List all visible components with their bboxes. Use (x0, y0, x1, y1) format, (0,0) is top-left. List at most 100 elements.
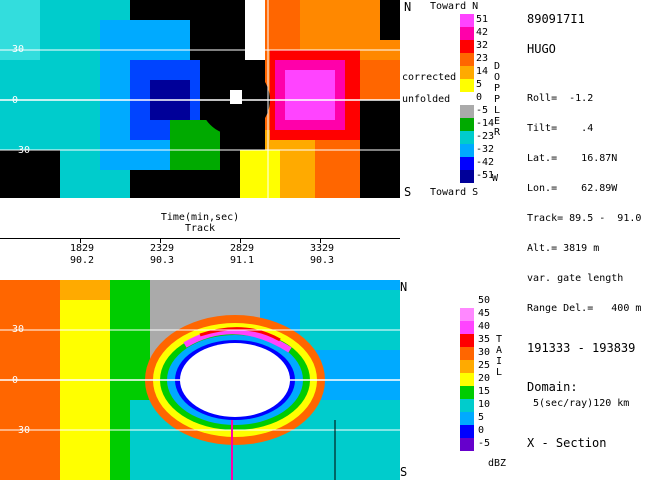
scale-title-letter: A (496, 345, 503, 356)
scale-value: -5 (476, 105, 489, 116)
scale-value: 23 (476, 53, 489, 64)
reflectivity-image (0, 280, 400, 480)
reflectivity-panel: 30 0 -30 (0, 280, 400, 480)
time-range: 191333 - 193839 (527, 341, 636, 355)
scale-swatch (460, 360, 474, 373)
scale-swatch (460, 53, 474, 66)
tick-time-1: 2329 (149, 243, 175, 254)
scale-swatch (460, 347, 474, 360)
corrected-label: corrected (402, 72, 457, 83)
doppler-scale-values: 51 42 32 23 14 5 0 -5 -14 -23 -32 -42 -51 (476, 14, 504, 184)
time-axis-tick-2 (240, 238, 241, 243)
section-label: X - Section (527, 436, 607, 450)
toward-south-label: Toward S (430, 187, 479, 198)
scale-value: 5 (478, 412, 485, 423)
scale-value: 20 (478, 373, 491, 384)
scale-value: 0 (478, 425, 485, 436)
time-axis-title: Time(min,sec) Track (140, 213, 260, 234)
scale-title-letter: E (494, 116, 501, 127)
bottom-north-label: N (400, 280, 408, 294)
scale-swatch (460, 105, 474, 118)
scale-swatch (460, 170, 474, 183)
scale-value: -14 (476, 118, 495, 129)
scale-value: -23 (476, 131, 495, 142)
scale-swatch (460, 386, 474, 399)
doppler-velocity-panel: 30 0 -30 (0, 0, 400, 198)
bottom-range-label-0: 0 (12, 375, 19, 386)
scale-value: -51 (476, 170, 495, 181)
bottom-south-label: S (400, 465, 408, 479)
scale-title-letter: P (494, 83, 501, 94)
time-axis-tick-3 (320, 238, 321, 243)
doppler-velocity-image (0, 0, 400, 198)
tick-time-2: 2829 (229, 243, 255, 254)
track-value: Track= 89.5 - 91.0 (527, 213, 642, 224)
lat-value: Lat.= 16.87N (527, 153, 618, 164)
scale-value: 30 (478, 347, 491, 358)
flight-id: 890917I1 (527, 12, 585, 26)
scale-swatch (460, 334, 474, 347)
scale-swatch (460, 399, 474, 412)
scale-title-letter: I (496, 356, 503, 367)
scale-swatch (460, 118, 474, 131)
scale-value: 32 (476, 40, 489, 51)
scale-swatch (460, 92, 474, 105)
scale-swatch (460, 438, 474, 451)
top-north-label: N (404, 0, 412, 14)
time-tick-label-0: 1829 90.2 (62, 244, 102, 266)
storm-name: HUGO (527, 42, 556, 56)
scale-title-letter: L (496, 367, 503, 378)
scale-value: 42 (476, 27, 489, 38)
unfolded-label: unfolded (402, 94, 451, 105)
time-axis-line (0, 238, 400, 239)
altitude-value: Alt.= 3819 m (527, 243, 600, 254)
scale-swatch (460, 295, 474, 308)
domain-value: 5(sec/ray)120 km (533, 398, 630, 409)
scale-swatch (460, 157, 474, 170)
scale-title-letter: D (494, 61, 501, 72)
scale-value: 14 (476, 66, 489, 77)
scale-swatch (460, 14, 474, 27)
time-tick-label-1: 2329 90.3 (142, 244, 182, 266)
scale-swatch (460, 308, 474, 321)
track-axis-label: Track (184, 223, 216, 234)
gate-length: var. gate length (527, 273, 624, 284)
tick-track-1: 90.3 (149, 255, 175, 266)
tick-track-3: 90.3 (309, 255, 335, 266)
scale-value: 35 (478, 334, 491, 345)
scale-value: 25 (478, 360, 491, 371)
scale-title-letter: P (494, 94, 501, 105)
scale-value: -32 (476, 144, 495, 155)
scale-swatch (460, 144, 474, 157)
time-axis-tick-0 (80, 238, 81, 243)
scale-value: 15 (478, 386, 491, 397)
reflectivity-unit: dBZ (488, 458, 507, 469)
scale-value: -42 (476, 157, 495, 168)
tick-track-2: 91.1 (229, 255, 255, 266)
scale-swatch (460, 373, 474, 386)
scale-title-letter: O (494, 72, 501, 83)
time-tick-label-2: 2829 91.1 (222, 244, 262, 266)
scale-value: 45 (478, 308, 491, 319)
toward-north-label: Toward N (430, 1, 479, 12)
bottom-range-label-neg30: -30 (12, 425, 31, 436)
roll-value: Roll= -1.2 (527, 93, 594, 104)
reflectivity-scale-values: 50 45 40 35 30 25 20 15 10 5 0 -5 (478, 295, 506, 465)
range-label-30: 30 (12, 44, 25, 55)
scale-value: 0 (476, 92, 483, 103)
lon-value: Lon.= 62.89W (527, 183, 618, 194)
tick-time-3: 3329 (309, 243, 335, 254)
scale-swatch (460, 131, 474, 144)
bottom-range-label-30: 30 (12, 324, 25, 335)
tick-track-0: 90.2 (69, 255, 95, 266)
range-label-0: 0 (12, 95, 19, 106)
scale-swatch (460, 27, 474, 40)
scale-value: 51 (476, 14, 489, 25)
scale-swatch (460, 66, 474, 79)
domain-label: Domain: (527, 380, 578, 394)
scale-title-letter: L (494, 105, 501, 116)
scale-value: 50 (478, 295, 491, 306)
scale-title-letter: T (496, 334, 503, 345)
tick-time-0: 1829 (69, 243, 95, 254)
time-tick-label-3: 3329 90.3 (302, 244, 342, 266)
